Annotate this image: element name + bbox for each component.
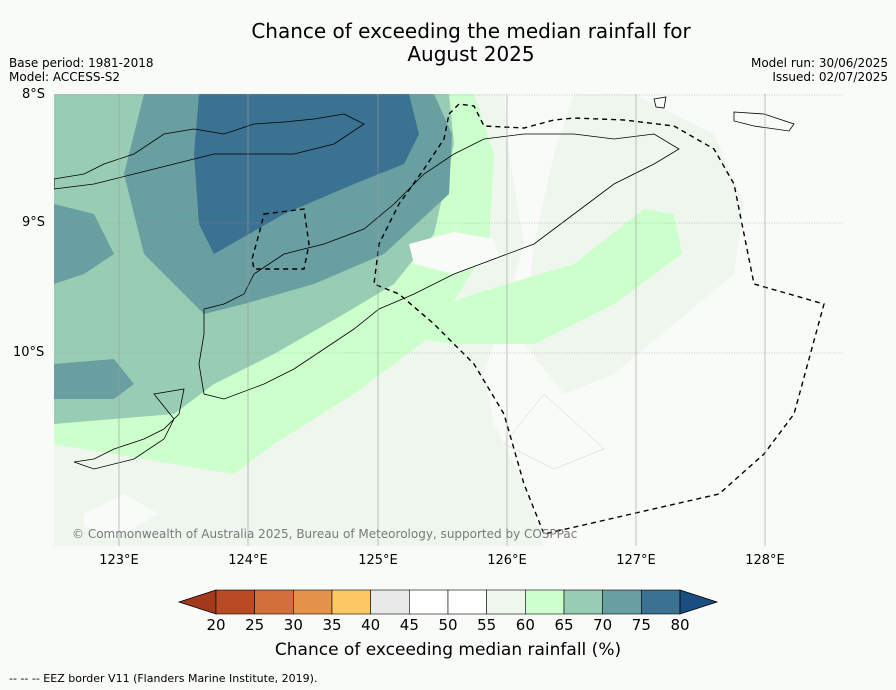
patch-white-1: [409, 232, 499, 274]
colorbar-cell: [293, 589, 333, 615]
colorbar-cells: [177, 589, 719, 615]
colorbar-cell: [641, 589, 681, 615]
colorbar-tick-label: 45: [399, 616, 419, 634]
eez-border-east: [373, 103, 825, 535]
colorbar-cell: [447, 589, 487, 615]
colorbar-arrow-low: [177, 589, 217, 615]
colorbar-tick-label: 60: [515, 616, 535, 634]
colorbar-tick-label: 55: [477, 616, 497, 634]
lon-label-123e: 123°E: [99, 553, 139, 568]
coast-flores-alor: [54, 113, 365, 190]
colorbar-cell: [563, 589, 603, 615]
coast-rote: [73, 388, 185, 470]
issued-date: Issued: 02/07/2025: [772, 70, 888, 84]
colorbar-tick-label: 20: [206, 616, 226, 634]
band-70-75-west: [54, 204, 114, 284]
colorbar-cell: [525, 589, 565, 615]
colorbar-cell: [370, 589, 410, 615]
colorbar-cell: [486, 589, 526, 615]
lon-label-125e: 125°E: [358, 553, 398, 568]
colorbar-tick-label: 50: [438, 616, 458, 634]
map-title: Chance of exceeding the median rainfall …: [0, 20, 896, 66]
patch-white-3: [503, 393, 605, 470]
graticule: [54, 94, 843, 354]
graticule-lon: [118, 94, 766, 546]
eez-border-oecusse: [251, 208, 310, 270]
lat-label-8s: 8°S: [22, 87, 46, 102]
coast-small-islands: [653, 96, 795, 132]
meta-left: Base period: 1981-2018 Model: ACCESS-S2: [9, 56, 154, 84]
band-75-80: [194, 94, 419, 254]
patch-white-2: [84, 494, 159, 539]
colorbar-tick-label: 80: [670, 616, 690, 634]
model-run: Model run: 30/06/2025: [750, 56, 888, 70]
band-70-75-southwest: [54, 359, 134, 399]
colorbar-tick-label: 75: [631, 616, 651, 634]
title-line-2: August 2025: [407, 42, 535, 66]
colorbar-cell: [409, 589, 449, 615]
copyright-notice: © Commonwealth of Australia 2025, Bureau…: [72, 527, 578, 541]
rainfall-map: [54, 94, 843, 546]
lon-label-124e: 124°E: [228, 553, 268, 568]
lat-label-10s: 10°S: [13, 345, 45, 360]
lat-label-9s: 9°S: [22, 215, 46, 230]
colorbar-arrow-high: [679, 589, 719, 615]
colorbar-cell: [215, 589, 255, 615]
band-60-65-south: [159, 434, 232, 464]
lon-label-126e: 126°E: [487, 553, 527, 568]
colorbar-tick-label: 30: [283, 616, 303, 634]
base-period: Base period: 1981-2018: [9, 56, 154, 70]
colorbar-label: Chance of exceeding median rainfall (%): [274, 640, 622, 660]
colorbar-cell: [602, 589, 642, 615]
coast-timor: [198, 133, 680, 400]
eez-footnote: -- -- -- EEZ border V11 (Flanders Marine…: [9, 672, 318, 685]
lon-label-127e: 127°E: [616, 553, 656, 568]
colorbar-cell: [254, 589, 294, 615]
colorbar-tick-label: 25: [245, 616, 265, 634]
band-60-65-central: [392, 209, 682, 344]
meta-right: Model run: 30/06/2025 Issued: 02/07/2025: [751, 56, 888, 84]
lon-label-128e: 128°E: [745, 553, 785, 568]
colorbar-tick-label: 65: [554, 616, 574, 634]
model-name: Model: ACCESS-S2: [9, 70, 121, 84]
colorbar-tick-label: 70: [593, 616, 613, 634]
colorbar-cell: [331, 589, 371, 615]
colorbar-tick-label: 35: [322, 616, 342, 634]
colorbar-tick-label: 40: [361, 616, 381, 634]
title-line-1: Chance of exceeding the median rainfall …: [251, 19, 691, 43]
